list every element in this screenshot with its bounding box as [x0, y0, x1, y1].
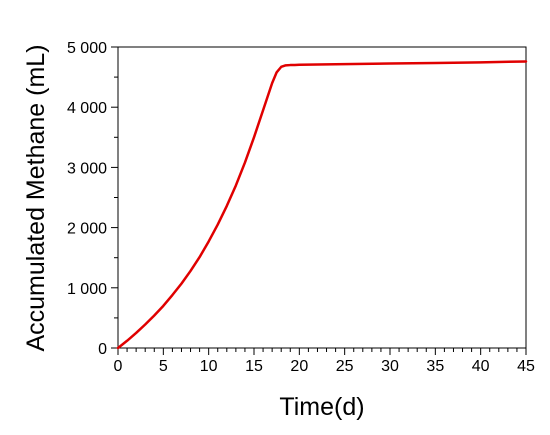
x-axis-tick-labels: 0 5 10 15 20 25 30 35 40 45 — [114, 358, 535, 375]
x-tick-label: 10 — [200, 358, 218, 375]
y-axis-title: Accumulated Methane (mL) — [22, 44, 50, 351]
x-tick-label: 40 — [472, 358, 490, 375]
y-tick-label: 3 000 — [67, 160, 107, 177]
x-tick-label: 20 — [290, 358, 308, 375]
y-tick-label: 0 — [98, 341, 107, 358]
series-line — [116, 60, 528, 350]
x-axis-title: Time(d) — [279, 393, 364, 421]
y-tick-label: 2 000 — [67, 221, 107, 238]
y-axis-ticks — [111, 46, 118, 349]
plot-area — [117, 46, 527, 349]
x-tick-label: 25 — [336, 358, 354, 375]
series-group — [116, 60, 528, 350]
x-axis-ticks — [117, 348, 527, 355]
x-tick-label: 45 — [517, 358, 535, 375]
x-tick-label: 5 — [159, 358, 168, 375]
x-tick-label: 35 — [426, 358, 444, 375]
x-tick-label: 15 — [245, 358, 263, 375]
y-tick-label: 5 000 — [67, 40, 107, 57]
y-tick-label: 4 000 — [67, 100, 107, 117]
x-tick-label: 0 — [114, 358, 123, 375]
x-tick-label: 30 — [381, 358, 399, 375]
y-axis-tick-labels: 0 1 000 2 000 3 000 4 000 5 000 — [67, 40, 107, 358]
y-tick-label: 1 000 — [67, 281, 107, 298]
